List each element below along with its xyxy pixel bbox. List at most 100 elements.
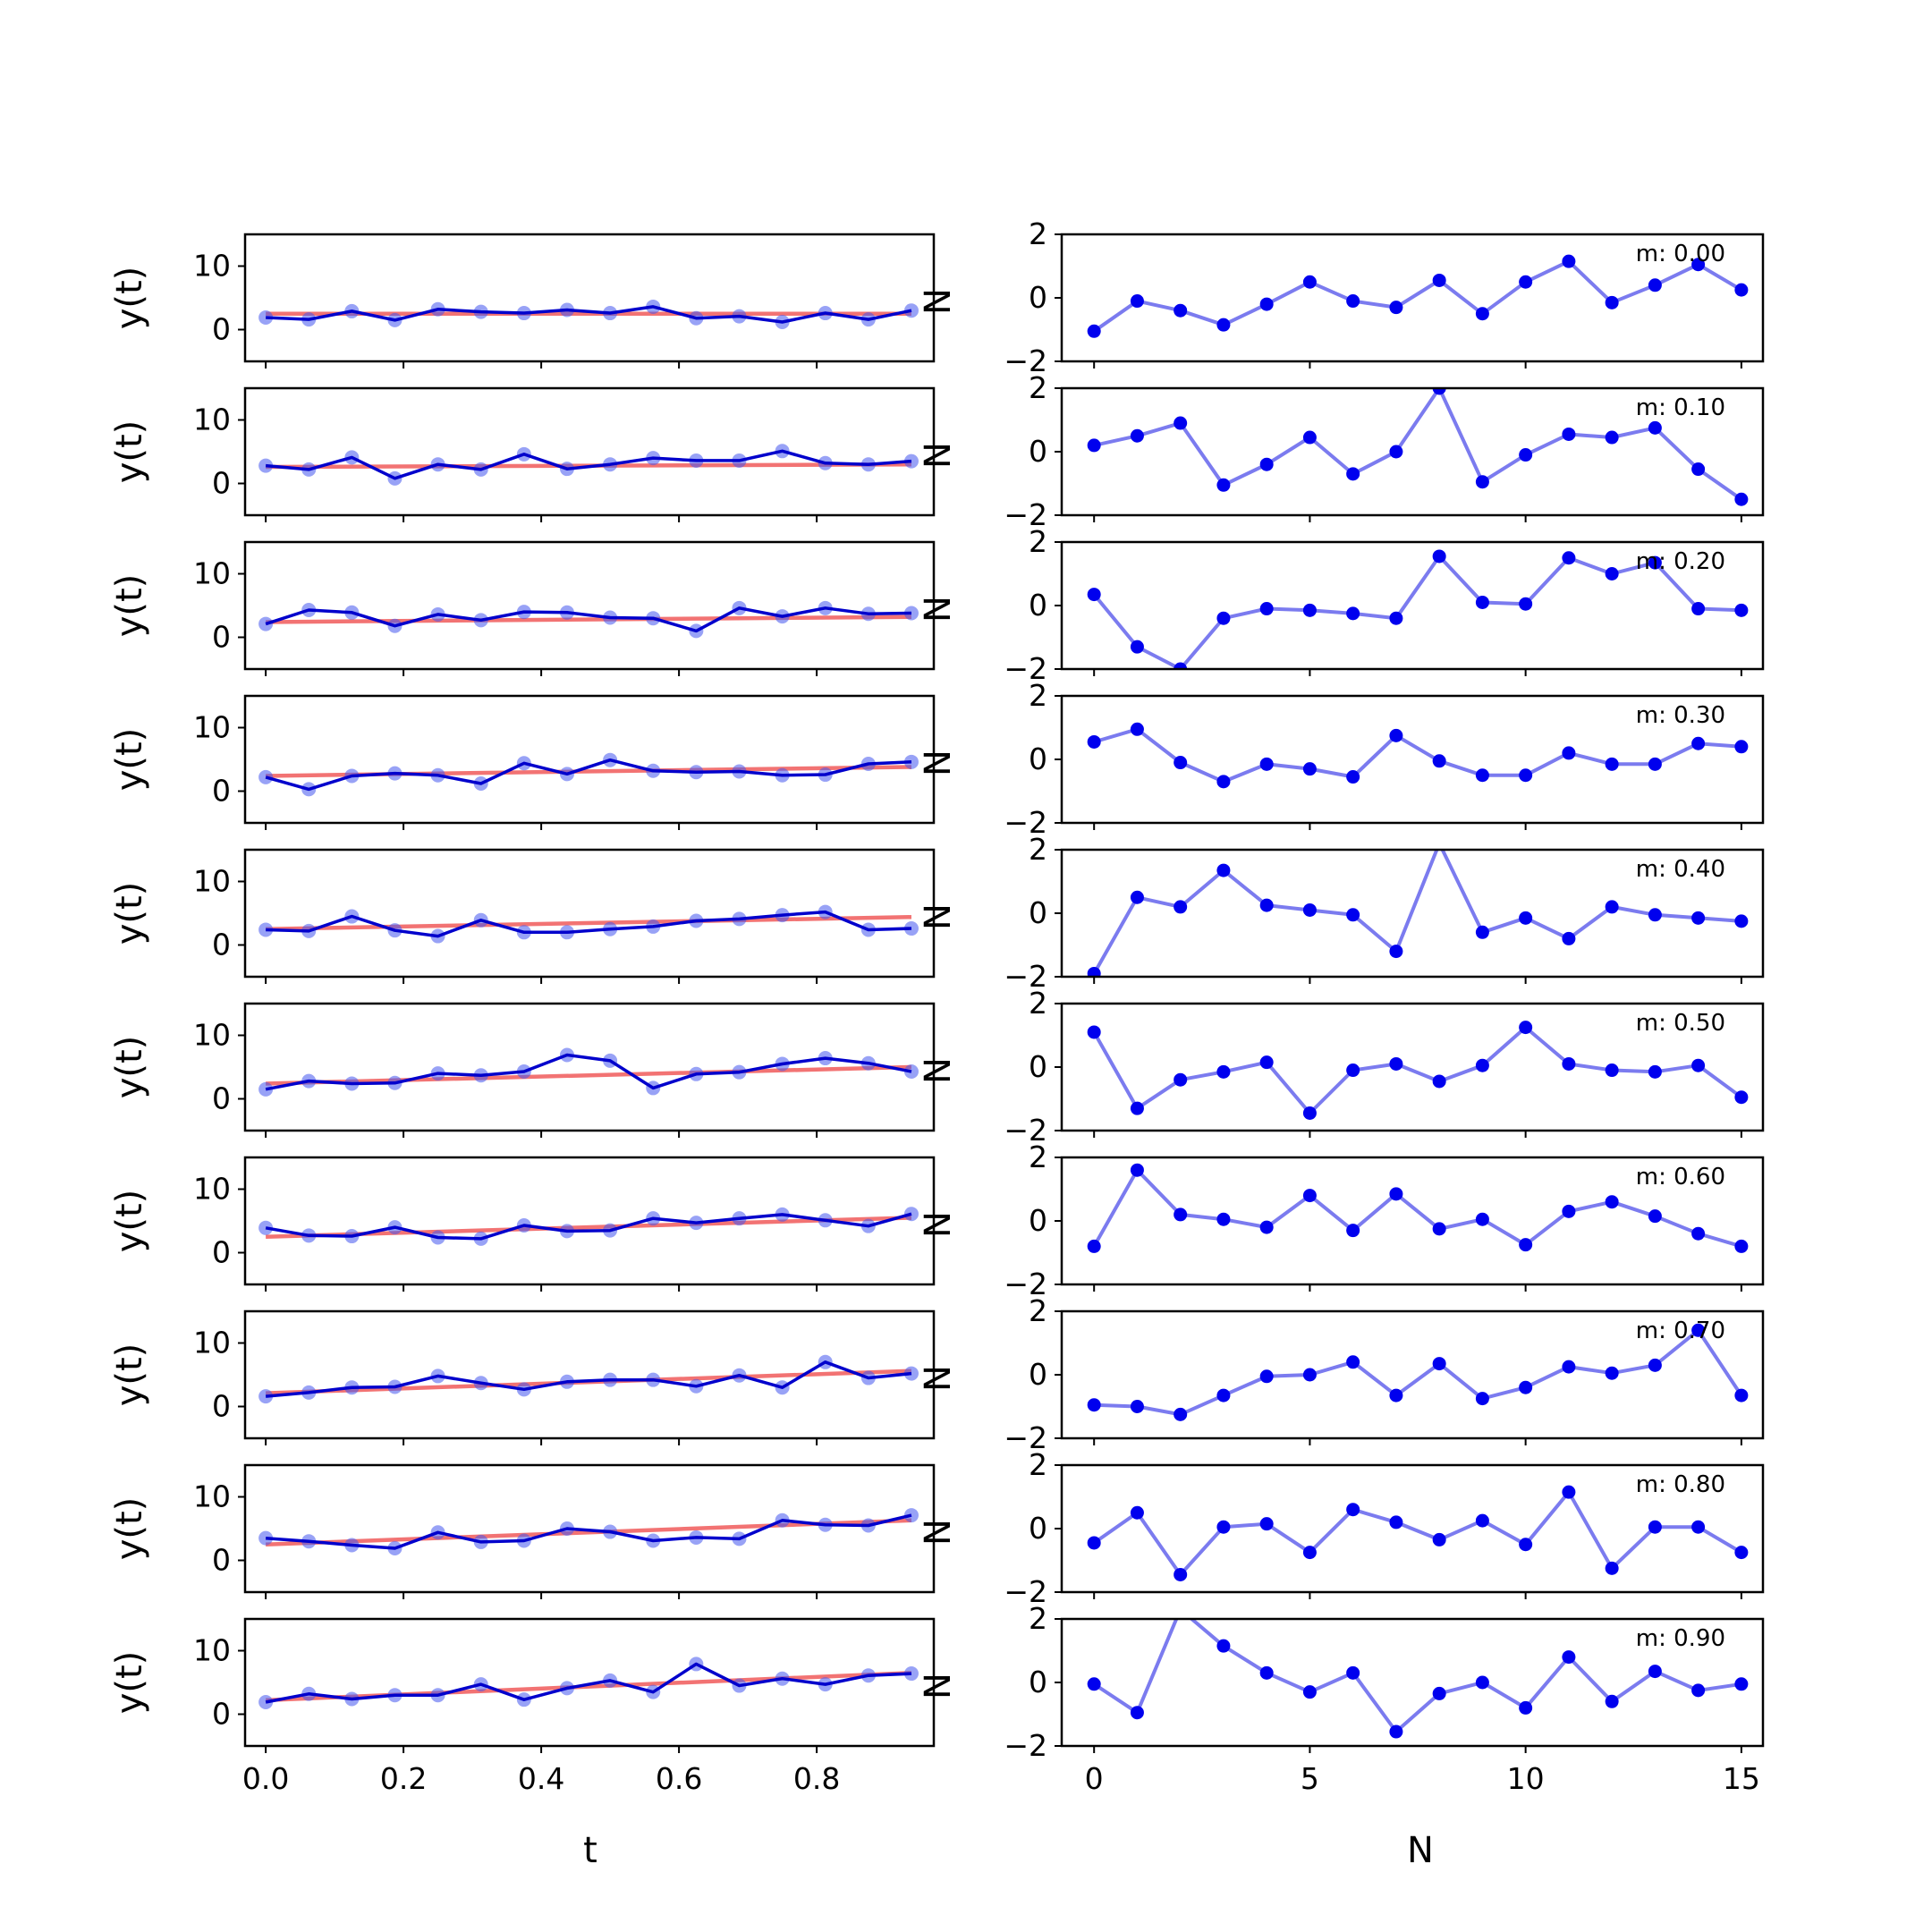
data-point bbox=[1087, 588, 1101, 602]
data-point bbox=[1130, 1101, 1144, 1115]
y-tick-label: −2 bbox=[1004, 1113, 1047, 1148]
axes-frame bbox=[243, 233, 936, 363]
plot-area bbox=[1087, 1323, 1749, 1421]
axes-frame bbox=[243, 540, 936, 671]
x-tick-label: 5 bbox=[1301, 1761, 1319, 1796]
data-point bbox=[1216, 1520, 1231, 1534]
data-point bbox=[1475, 307, 1489, 321]
clipped-y-axis-label: N bbox=[918, 596, 959, 623]
data-point bbox=[1562, 1650, 1576, 1665]
x-tick-label: 0.6 bbox=[656, 1761, 702, 1796]
fit-line bbox=[266, 1064, 912, 1086]
data-point bbox=[1346, 1224, 1360, 1238]
y-tick-label: 0 bbox=[1029, 588, 1047, 623]
left-panel-5: 0 10 y(t) bbox=[109, 1002, 936, 1138]
data-line bbox=[1093, 1490, 1742, 1577]
data-point bbox=[1259, 1665, 1274, 1680]
slope-annotation: m: 0.30 bbox=[1636, 702, 1725, 729]
data-point bbox=[1130, 722, 1144, 736]
data-point bbox=[1259, 1369, 1274, 1384]
data-point bbox=[1389, 1724, 1403, 1739]
data-point bbox=[1346, 908, 1360, 922]
data-point bbox=[1087, 734, 1101, 749]
data-line bbox=[1092, 555, 1741, 669]
axes-frame bbox=[243, 1002, 936, 1132]
data-point bbox=[1519, 275, 1533, 289]
data-point bbox=[1259, 1220, 1274, 1234]
axes-frame bbox=[243, 1463, 936, 1594]
right-panel-4: −2 0 2 Nm: 0.40 bbox=[918, 832, 1765, 994]
y-tick-label: 2 bbox=[1029, 524, 1047, 559]
plot-area bbox=[1087, 850, 1749, 977]
y-tick-label: 0 bbox=[212, 1697, 231, 1732]
y-tick-label: 2 bbox=[1029, 1140, 1047, 1174]
data-point bbox=[1389, 301, 1403, 315]
data-point bbox=[258, 1389, 274, 1404]
clipped-y-axis-label: N bbox=[918, 750, 959, 776]
plot-area bbox=[1087, 254, 1749, 338]
data-point bbox=[1389, 1515, 1403, 1530]
slope-annotation: m: 0.90 bbox=[1636, 1625, 1725, 1652]
data-point bbox=[1605, 900, 1619, 914]
data-line bbox=[1092, 1168, 1742, 1249]
slope-annotation: m: 0.60 bbox=[1636, 1164, 1725, 1191]
y-tick-label: 0 bbox=[212, 312, 231, 347]
y-tick-label: −2 bbox=[1004, 1728, 1047, 1763]
data-point bbox=[1346, 606, 1360, 621]
left-panel-7: 0 10 y(t) bbox=[109, 1309, 936, 1445]
clipped-y-axis-label: N bbox=[918, 1365, 959, 1392]
data-point bbox=[1087, 1239, 1101, 1253]
fit-line bbox=[266, 1518, 912, 1546]
y-tick-label: 2 bbox=[1029, 832, 1047, 867]
data-point bbox=[1130, 1505, 1144, 1520]
data-point bbox=[1605, 757, 1619, 771]
data-point bbox=[1432, 1357, 1446, 1371]
y-tick-label: 0 bbox=[1029, 741, 1047, 776]
data-point bbox=[1734, 1546, 1749, 1560]
data-point bbox=[1734, 283, 1749, 297]
data-point bbox=[1346, 1355, 1360, 1369]
data-line bbox=[1092, 1025, 1743, 1115]
left-panel-1: 0 10 y(t) bbox=[109, 386, 936, 522]
clipped-y-axis-label: N bbox=[918, 1057, 959, 1084]
data-point bbox=[258, 1695, 274, 1710]
slope-annotation: m: 0.10 bbox=[1636, 394, 1725, 421]
data-point bbox=[1259, 297, 1274, 311]
data-point bbox=[1389, 445, 1403, 459]
axes-frame bbox=[243, 1156, 936, 1286]
data-point bbox=[1302, 1546, 1317, 1560]
x-tick-label: 10 bbox=[1507, 1761, 1545, 1796]
data-point bbox=[1389, 945, 1403, 959]
data-point bbox=[1562, 1360, 1576, 1374]
left-panel-8: 0 10 y(t) bbox=[109, 1463, 936, 1599]
data-line bbox=[265, 1360, 912, 1398]
data-line bbox=[265, 758, 912, 792]
data-point bbox=[1174, 303, 1188, 318]
right-panel-9: −2 0 2 N 0 5 10 15 m: 0.90 bbox=[918, 1601, 1765, 1796]
data-point bbox=[1259, 1055, 1274, 1070]
data-point bbox=[1605, 295, 1619, 309]
data-line bbox=[265, 1513, 912, 1550]
data-point bbox=[1259, 602, 1274, 616]
data-point bbox=[1519, 597, 1533, 611]
y-tick-label: 2 bbox=[1029, 986, 1047, 1021]
data-point bbox=[258, 1530, 274, 1546]
data-point bbox=[1432, 1686, 1446, 1700]
left-panel-4: 0 10 y(t) bbox=[109, 848, 936, 984]
data-line bbox=[1094, 1328, 1743, 1417]
data-point bbox=[1475, 595, 1489, 609]
data-point bbox=[1691, 1058, 1706, 1072]
data-point bbox=[1432, 273, 1446, 287]
slope-annotation: m: 0.00 bbox=[1636, 241, 1725, 267]
data-point bbox=[1346, 1063, 1360, 1078]
plot-area bbox=[1087, 549, 1749, 669]
data-point bbox=[1519, 768, 1533, 783]
data-point bbox=[258, 922, 274, 937]
data-point bbox=[1519, 1538, 1533, 1552]
y-tick-label: −2 bbox=[1004, 1574, 1047, 1609]
data-point bbox=[1346, 1665, 1360, 1680]
y-tick-label: 10 bbox=[193, 249, 231, 284]
data-line bbox=[1092, 850, 1742, 975]
axes-frame bbox=[243, 1309, 936, 1440]
